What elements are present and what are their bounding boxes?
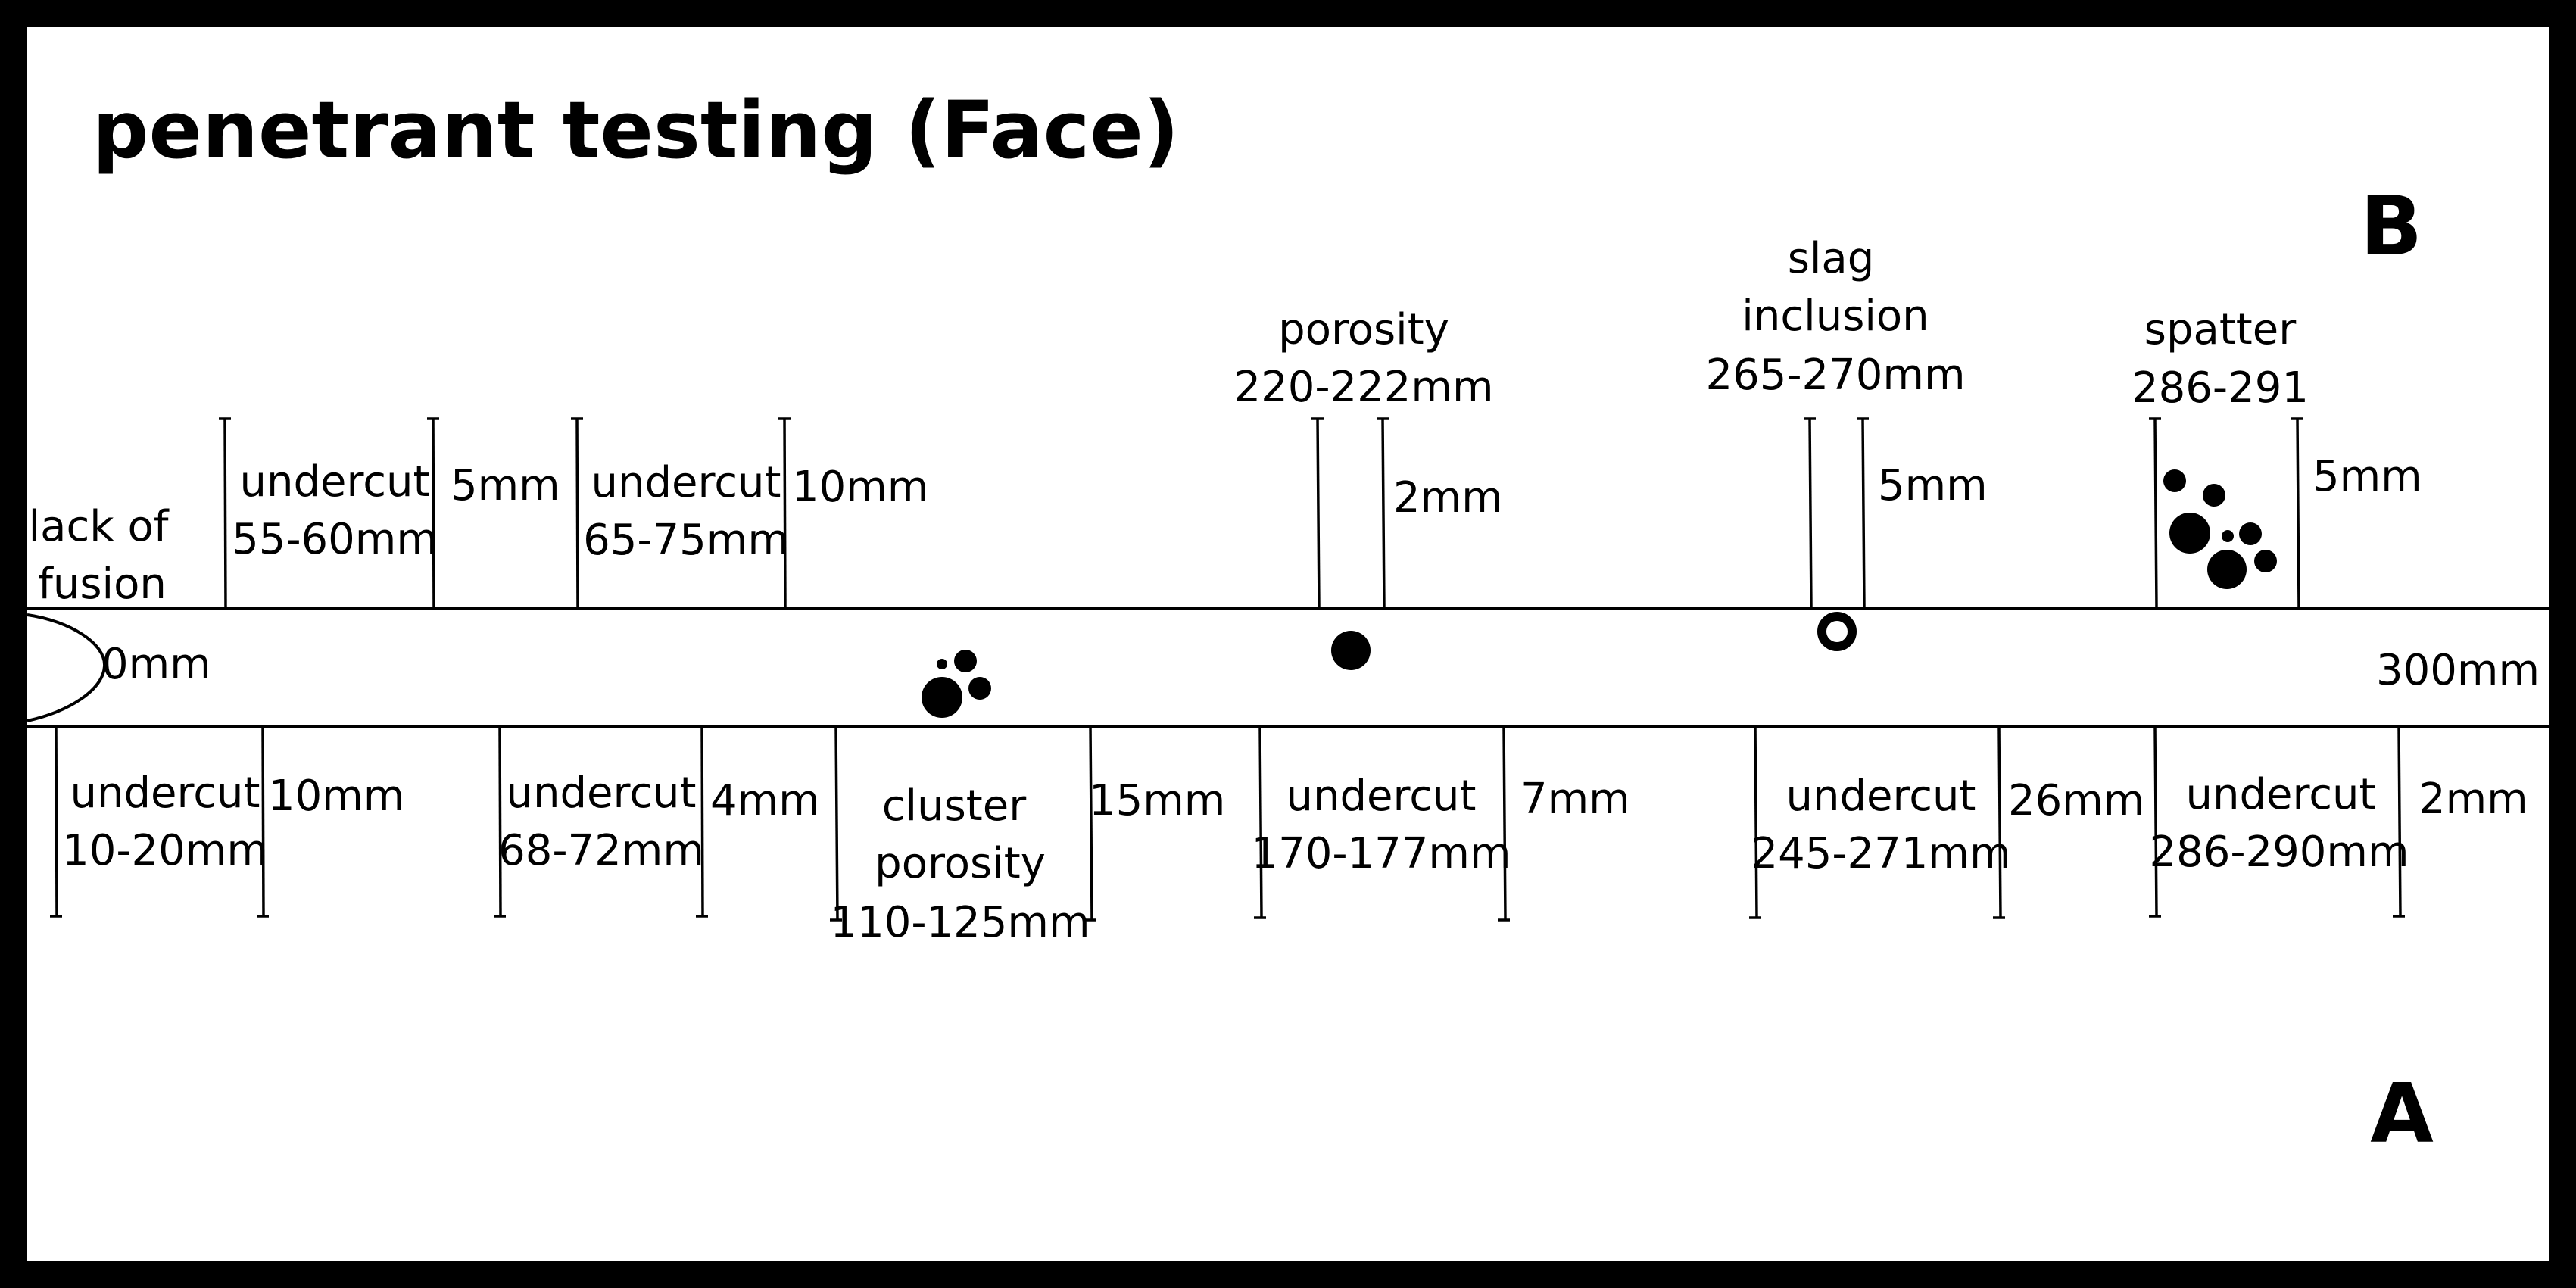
bracket-line bbox=[783, 418, 787, 609]
defect-label: spatter bbox=[2144, 305, 2297, 354]
defect-label: 265-270mm bbox=[1705, 351, 1965, 400]
top-defect-lack-of-fusion: lack of fusion bbox=[29, 502, 170, 609]
defect-label: porosity bbox=[875, 839, 1046, 888]
defect-label: 286-290mm bbox=[2149, 828, 2409, 877]
defect-size: 5mm bbox=[451, 461, 560, 510]
spatter-dot bbox=[2239, 522, 2262, 545]
bracket-line bbox=[432, 418, 435, 609]
bracket-line bbox=[1316, 418, 1321, 609]
bracket-line bbox=[261, 726, 265, 917]
bracket-line bbox=[700, 726, 704, 917]
slag-inclusion-marker bbox=[1817, 612, 1857, 651]
defect-label: 65-75mm bbox=[583, 516, 789, 565]
diagram-title: penetrant testing (Face) bbox=[92, 84, 1179, 176]
bracket-line bbox=[2153, 726, 2158, 917]
defect-label: undercut bbox=[1785, 772, 1976, 821]
bracket-line bbox=[1258, 726, 1263, 918]
defect-label: fusion bbox=[38, 560, 167, 609]
bracket-line bbox=[1381, 418, 1386, 609]
defect-size: 2mm bbox=[1393, 473, 1503, 522]
bracket-line bbox=[2397, 726, 2402, 917]
porosity-dot bbox=[937, 659, 947, 669]
top-defect-undercut-65-75: undercut 65-75mm 10mm bbox=[571, 417, 928, 609]
defect-label: 286-291 bbox=[2132, 363, 2309, 413]
bracket-line bbox=[1997, 726, 2002, 918]
top-defect-undercut-55-60: undercut 55-60mm 5mm bbox=[219, 417, 560, 609]
top-defect-spatter-286-291: spatter 286-291 5mm bbox=[2132, 305, 2422, 609]
defect-size: 10mm bbox=[268, 772, 404, 821]
bracket-line bbox=[498, 726, 502, 917]
defect-label: undercut bbox=[506, 769, 696, 818]
lack-of-fusion-marker bbox=[27, 613, 107, 722]
bracket-line bbox=[1754, 726, 1758, 918]
bracket-line bbox=[223, 418, 227, 609]
defect-label: undercut bbox=[2185, 770, 2375, 819]
defect-label: slag bbox=[1788, 234, 1875, 283]
bracket-line bbox=[1861, 418, 1866, 609]
defect-label: 110-125mm bbox=[830, 898, 1090, 947]
spatter-dot bbox=[2203, 484, 2225, 507]
defect-label: undercut bbox=[239, 457, 429, 507]
spatter-dot bbox=[2222, 530, 2234, 542]
start-label: 0mm bbox=[101, 640, 211, 689]
defect-label: 220-222mm bbox=[1233, 363, 1493, 412]
defect-label: 170-177mm bbox=[1251, 829, 1511, 878]
bracket-line bbox=[575, 418, 579, 609]
defect-label: undercut bbox=[591, 458, 781, 507]
defect-size: 26mm bbox=[2008, 776, 2144, 825]
spatter-dot bbox=[2163, 469, 2186, 492]
bottom-defect-undercut-170-177: undercut 170-177mm 7mm bbox=[1251, 726, 1630, 922]
defect-size: 15mm bbox=[1089, 776, 1225, 825]
defect-size: 2mm bbox=[2419, 775, 2528, 824]
bottom-defect-undercut-245-271: undercut 245-271mm 26mm bbox=[1749, 726, 2144, 919]
spatter-dot bbox=[2207, 550, 2247, 589]
defect-label: lack of bbox=[29, 502, 170, 551]
defect-size: 4mm bbox=[710, 776, 820, 825]
porosity-marker bbox=[1331, 631, 1371, 670]
bottom-defect-cluster-porosity-110-125: cluster porosity 110-125mm 15mm bbox=[830, 726, 1225, 947]
defect-label: porosity bbox=[1278, 305, 1449, 354]
bracket-line bbox=[834, 726, 839, 921]
spatter-dot bbox=[2254, 550, 2277, 572]
spatter-dot bbox=[2169, 513, 2210, 554]
defect-label: 55-60mm bbox=[232, 515, 438, 564]
bracket-line bbox=[2153, 418, 2158, 609]
porosity-dot bbox=[968, 677, 991, 700]
defect-size: 10mm bbox=[792, 463, 928, 512]
end-label: 300mm bbox=[2376, 646, 2540, 695]
defect-label: undercut bbox=[1286, 772, 1476, 821]
defect-size: 7mm bbox=[1520, 775, 1630, 824]
side-label-a: A bbox=[2370, 1067, 2434, 1162]
defect-label: 68-72mm bbox=[498, 826, 704, 875]
porosity-dot bbox=[954, 650, 977, 672]
spatter-dots bbox=[2163, 469, 2277, 589]
porosity-dot bbox=[922, 677, 962, 718]
defect-label: inclusion bbox=[1742, 292, 1929, 341]
bracket-line bbox=[1089, 726, 1093, 921]
defect-size: 5mm bbox=[1878, 461, 1988, 510]
bracket-line bbox=[1502, 726, 1507, 921]
bottom-defect-undercut-286-290: undercut 286-290mm 2mm bbox=[2149, 726, 2528, 918]
bottom-defect-undercut-68-72: undercut 68-72mm 4mm bbox=[494, 726, 820, 918]
defect-size: 5mm bbox=[2312, 452, 2422, 501]
bracket-line bbox=[55, 726, 58, 917]
defect-label: undercut bbox=[70, 769, 260, 818]
defect-label: 10-20mm bbox=[62, 826, 268, 875]
defect-label: 245-271mm bbox=[1751, 829, 2010, 878]
defect-label: cluster bbox=[882, 781, 1027, 831]
side-label-b: B bbox=[2360, 179, 2422, 274]
bracket-line bbox=[2296, 418, 2300, 609]
canvas-background bbox=[27, 27, 2549, 1261]
top-defect-slag-inclusion-265-270: slag inclusion 265-270mm 5mm bbox=[1705, 234, 1988, 609]
top-defect-porosity-220-222: porosity 220-222mm 2mm bbox=[1233, 305, 1503, 609]
cluster-porosity-marker bbox=[922, 650, 991, 718]
bracket-line bbox=[1808, 418, 1813, 609]
bottom-defect-undercut-10-20: undercut 10-20mm 10mm bbox=[50, 726, 404, 918]
